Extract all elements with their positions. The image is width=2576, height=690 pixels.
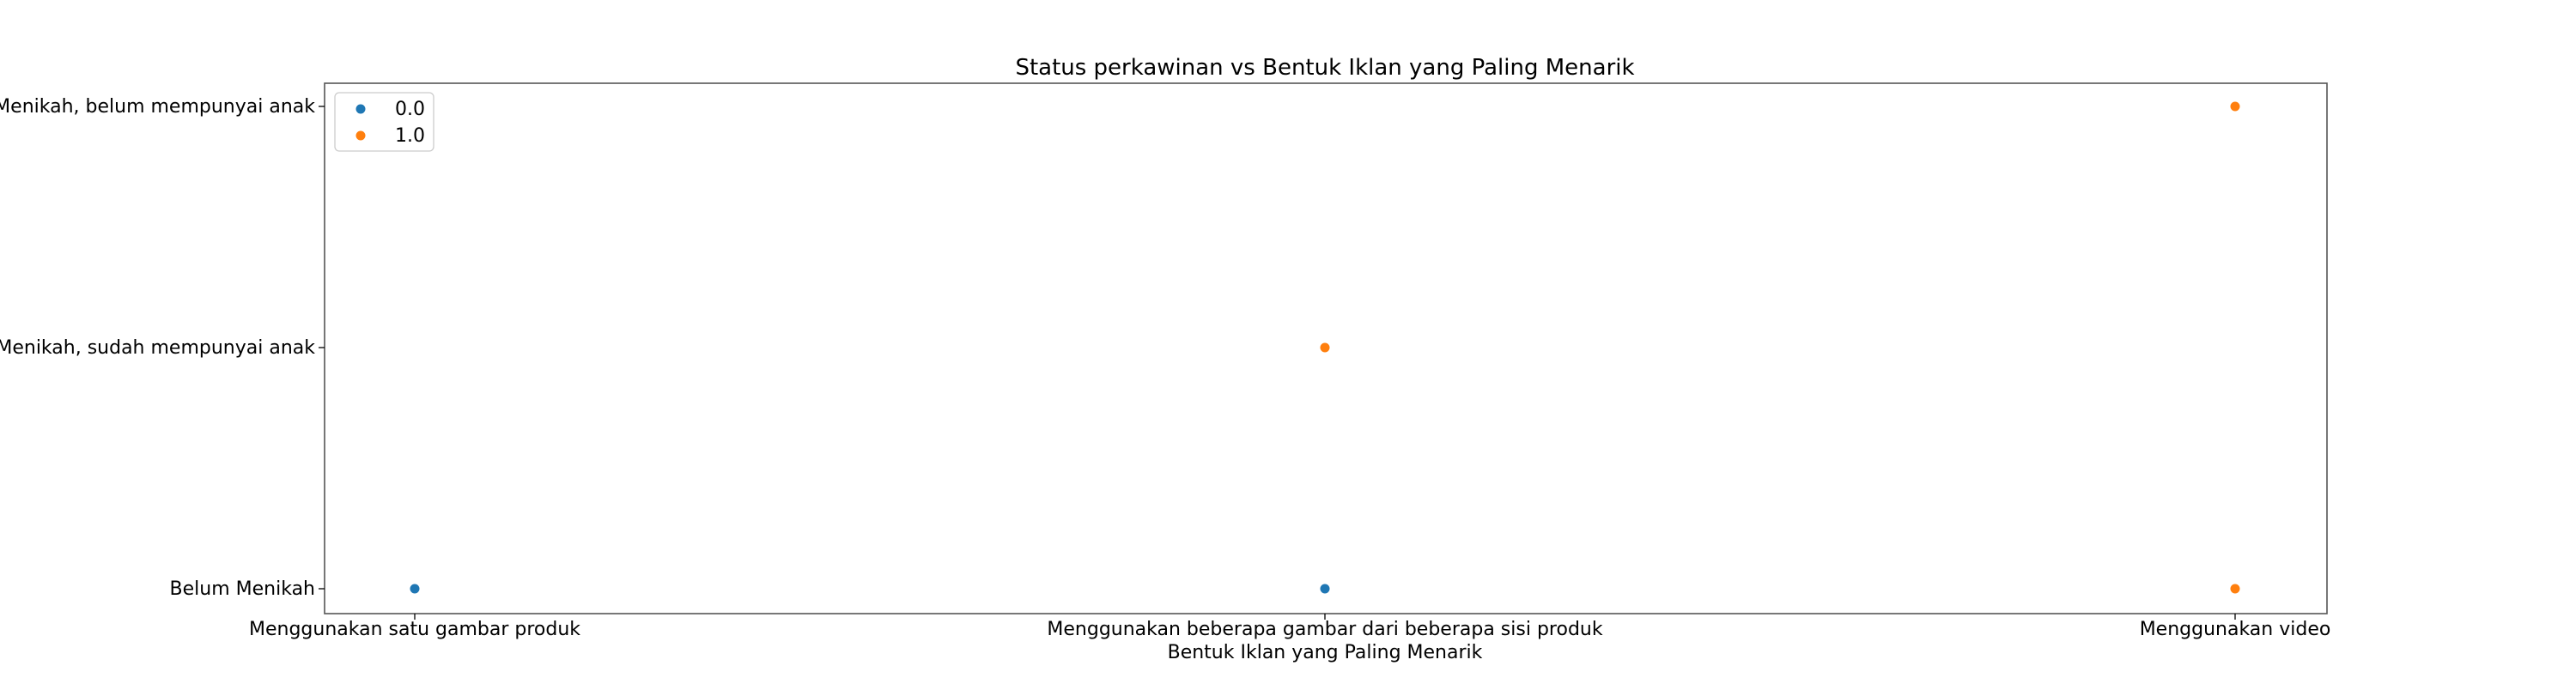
y-tick-label: Menikah, belum mempunyai anak [0,96,315,118]
x-tick-label: Menggunakan satu gambar produk [249,619,580,640]
legend-marker [355,130,366,141]
chart-title: Status perkawinan vs Bentuk Iklan yang P… [1015,55,1634,81]
x-axis-label: Bentuk Iklan yang Paling Menarik [1168,642,1483,663]
legend-label: 1.0 [395,125,425,147]
data-point-series-1 [2230,101,2240,112]
plot-frame [324,82,2328,614]
data-point-series-1 [1320,342,1330,353]
x-tick-label: Menggunakan beberapa gambar dari beberap… [1047,619,1602,640]
data-point-series-0 [1320,584,1330,594]
y-tick-label: Menikah, sudah mempunyai anak [0,337,315,359]
data-point-series-1 [2230,584,2240,594]
y-tick-label: Belum Menikah [170,578,315,600]
data-point-series-0 [410,584,420,594]
x-tick-label: Menggunakan video [2140,619,2331,640]
plot-area: Menggunakan satu gambar produk Menggunaka… [0,82,2331,640]
legend-marker [355,104,366,114]
legend: 0.01.0 [334,92,434,152]
legend-label: 0.0 [395,99,425,120]
